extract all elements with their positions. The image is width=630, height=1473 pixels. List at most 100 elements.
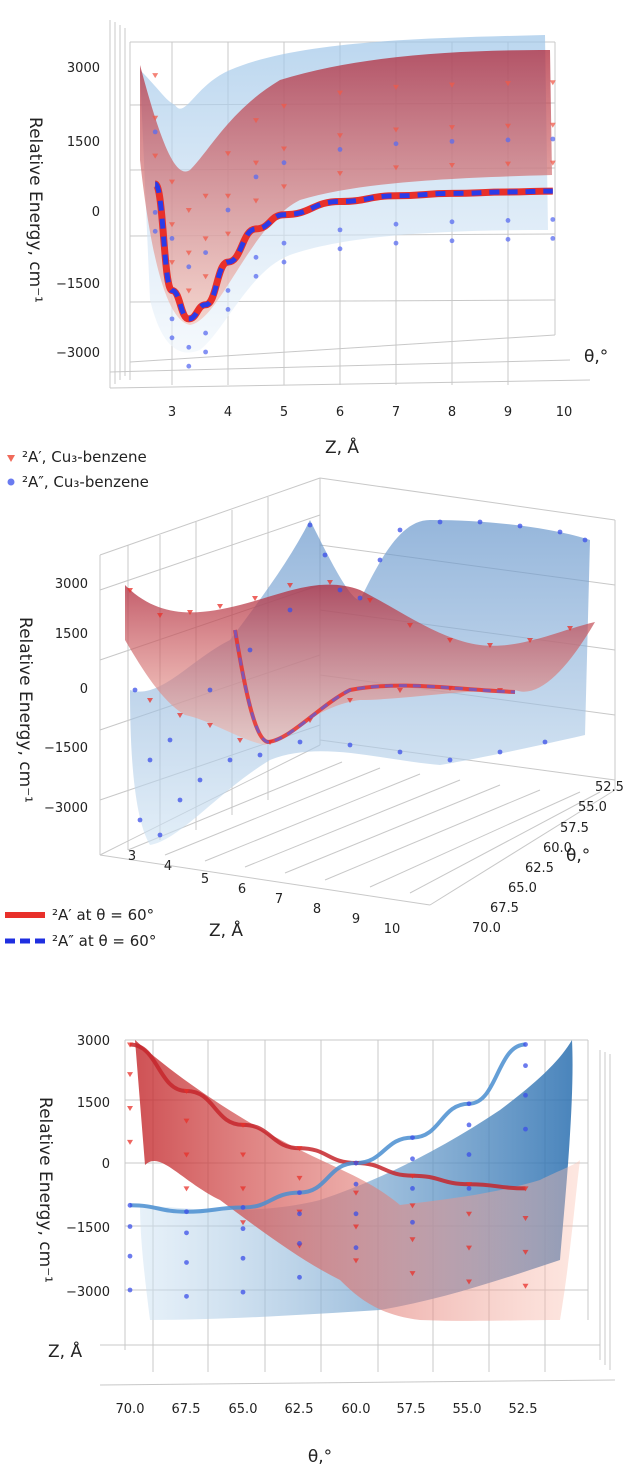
panel-2-blue-point	[357, 595, 363, 601]
panel-2-red-point	[367, 598, 373, 603]
panel-3-red-point	[466, 1245, 472, 1251]
panel-3-blue-point	[127, 1253, 133, 1259]
panel-2-blue-point	[227, 757, 233, 763]
panel-2-ytick-1500: 1500	[55, 627, 88, 642]
panel-2-ztick-62.5: 62.5	[525, 861, 554, 876]
panel-1-red-point	[185, 288, 192, 294]
panel-1-red-point	[337, 171, 343, 177]
panel-3-blue-point	[410, 1186, 415, 1191]
panel-1-surfaces	[140, 35, 552, 353]
panel-1-red-point	[505, 81, 511, 87]
legend-label-l2: ²A″ at θ = 60°	[52, 932, 156, 950]
panel-1-red-point	[281, 184, 287, 190]
panel-1-blue-point	[186, 264, 192, 270]
panel-1-red-point	[152, 115, 159, 121]
panel-3-y-axis-label: Relative Energy, cm⁻¹	[35, 1097, 55, 1283]
panel-2-blue-point	[477, 519, 483, 525]
panel-3-red-point	[353, 1190, 359, 1196]
panel-2-blue-point	[137, 817, 143, 823]
panel-1-blue-point	[253, 273, 259, 279]
panel-1-blue-point	[169, 316, 175, 322]
panel-3-xtick-57.5: 57.5	[397, 1402, 426, 1417]
panel-2-ytick-3000: 3000	[55, 577, 88, 592]
panel-2-xtick-8: 8	[313, 902, 321, 917]
panel-2-blue-point	[447, 757, 453, 763]
panel-1-red-point	[152, 73, 159, 79]
panel-3-xtick-70.0: 70.0	[116, 1402, 145, 1417]
panel-1-xtick-7: 7	[392, 405, 400, 420]
panel-2-blue-point	[542, 739, 548, 745]
panel-2-xtick-10: 10	[384, 922, 401, 937]
panel-2-ztick-70.0: 70.0	[472, 921, 501, 936]
panel-3-markers	[127, 1042, 529, 1299]
panel-2-red-point	[252, 596, 258, 601]
panel-1-blue-point	[505, 218, 511, 223]
panel-3-blue-point	[353, 1245, 359, 1251]
panel-3-ytick-1500: 1500	[77, 1096, 110, 1111]
legend-label-a1: ²A′, Cu₃-benzene	[22, 448, 147, 466]
panel-1-blue-point	[449, 219, 455, 225]
panel-3-red-point	[466, 1182, 472, 1188]
panel-1-blue-point	[393, 221, 399, 227]
panel-3-blue-point	[466, 1122, 472, 1128]
panel-2-blue-point	[517, 523, 523, 529]
panel-3-red-point	[466, 1279, 472, 1285]
panel-2-ytick-m1500: −1500	[44, 741, 88, 756]
panel-1-red-point	[225, 231, 231, 237]
panel-2-red-surface	[125, 584, 595, 745]
panel-3-red-point	[127, 1105, 133, 1111]
panel-1-blue-dashed-line	[152, 181, 553, 322]
panel-1-blue-point	[203, 349, 209, 355]
panel-3: 3000 1500 0 −1500 −3000 70.0 67.5 65.0 6…	[35, 1034, 616, 1467]
panel-1-xtick-4: 4	[224, 405, 232, 420]
panel-1-red-point	[152, 153, 159, 159]
panel-1-ytick-0: 0	[92, 205, 100, 220]
panel-2-xtick-6: 6	[238, 882, 246, 897]
panel-3-ytick-m3000: −3000	[66, 1285, 110, 1300]
panel-1-xtick-8: 8	[448, 405, 456, 420]
panel-3-blue-point	[353, 1160, 359, 1166]
panel-2-blue-point	[197, 777, 203, 783]
panel-2-red-point	[397, 688, 403, 693]
panel-2-blue-point	[337, 587, 343, 593]
panel-3-ytick-m1500: −1500	[66, 1221, 110, 1236]
panel-2-blue-point	[147, 757, 153, 763]
panel-1-xtick-6: 6	[336, 405, 344, 420]
legend-label-l1: ²A′ at θ = 60°	[52, 906, 154, 924]
panel-3-xtick-62.5: 62.5	[285, 1402, 314, 1417]
panel-2-red-point	[407, 623, 413, 628]
panel-2-ztick-57.5: 57.5	[560, 821, 589, 836]
panel-3-red-point	[127, 1042, 133, 1048]
panel-3-red-point	[296, 1146, 303, 1152]
panel-1-red-point	[549, 80, 556, 86]
panel-3-blue-point	[353, 1211, 359, 1217]
panel-1-red-point	[185, 250, 192, 256]
panel-2-ztick-65.0: 65.0	[508, 881, 537, 896]
panel-2-xtick-7: 7	[275, 892, 283, 907]
panel-1: 3000 1500 0 −1500 −3000 3 4 5 6 7 8 9 10…	[25, 20, 608, 458]
panel-1-blue-point	[225, 307, 231, 312]
panel-1-red-point	[185, 208, 192, 213]
panel-3-blue-point	[127, 1202, 133, 1208]
panel-2-xtick-5: 5	[201, 872, 209, 887]
panel-3-red-point	[409, 1173, 416, 1179]
panel-3-blue-point	[410, 1135, 415, 1140]
panel-1-blue-point	[449, 138, 455, 144]
panel-2-red-point	[147, 698, 153, 703]
panel-2-blue-point	[132, 687, 138, 693]
panel-1-red-point	[169, 260, 175, 266]
panel-1-blue-point	[393, 141, 399, 147]
panel-1-blue-point	[505, 137, 511, 143]
panel-3-y-ticks: 3000 1500 0 −1500 −3000	[66, 1034, 110, 1300]
panel-3-red-point	[183, 1186, 190, 1192]
panel-3-surfaces	[135, 1040, 580, 1321]
panel-2-blue-point	[257, 752, 263, 758]
panel-1-blue-point	[169, 335, 175, 341]
panel-1-blue-point	[337, 227, 343, 233]
panel-3-blue-point	[240, 1255, 246, 1261]
legend-top: ²A′, Cu₃-benzene ²A″, Cu₃-benzene	[7, 448, 149, 491]
panel-3-red-point	[240, 1186, 246, 1192]
panel-1-blue-point	[186, 363, 192, 369]
panel-3-blue-point	[523, 1126, 528, 1132]
panel-2-blue-point	[557, 529, 563, 535]
